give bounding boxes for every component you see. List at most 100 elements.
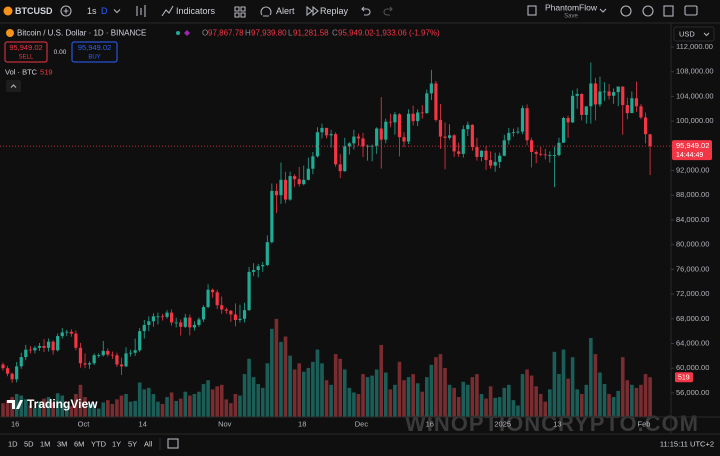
candle-body — [329, 134, 333, 136]
candle-body — [170, 312, 174, 323]
undo-button[interactable] — [361, 6, 371, 16]
candle-body — [19, 357, 23, 367]
range-button[interactable]: YTD — [91, 439, 107, 448]
candle-body — [33, 347, 37, 351]
spread: 0.00 — [54, 49, 67, 56]
sell-label: SELL — [19, 55, 34, 61]
range-button[interactable]: 1D — [8, 439, 18, 448]
interval-chevron[interactable] — [113, 9, 121, 14]
candle-body — [142, 324, 146, 332]
interval-day[interactable]: D — [101, 6, 108, 16]
collapse-button[interactable] — [6, 80, 21, 92]
volume-bar — [497, 397, 502, 417]
candle-body — [571, 95, 575, 123]
candle-body — [224, 309, 228, 311]
volume-bar — [352, 392, 356, 417]
candle-body — [270, 190, 274, 243]
goto-date-button[interactable] — [167, 438, 179, 449]
range-button[interactable]: 1Y — [112, 439, 121, 448]
volume-bar — [151, 394, 156, 417]
x-tick-label: 16 — [426, 419, 434, 428]
change-value: -1,933.06 (-1.97%) — [373, 29, 440, 38]
volume-bar — [224, 399, 229, 417]
fullscreen-button[interactable] — [663, 5, 674, 17]
candle-body — [56, 336, 60, 351]
volume-bar — [201, 384, 206, 417]
range-button[interactable]: 5Y — [128, 439, 137, 448]
templates-button[interactable] — [234, 6, 246, 18]
plot-area — [0, 62, 671, 417]
volume-bar — [124, 394, 128, 417]
symbol[interactable]: BTCUSD — [15, 6, 53, 16]
compare-button[interactable] — [60, 5, 72, 17]
x-tick-label: 13 — [553, 419, 561, 428]
volume-bar — [242, 374, 247, 417]
candle-body — [197, 319, 201, 325]
volume-bar — [425, 377, 429, 417]
volume-bar — [361, 374, 365, 417]
replay-icon — [306, 5, 319, 17]
volume-bar — [607, 394, 611, 417]
y-tick-label: 108,000.00 — [676, 67, 714, 76]
volume-bar — [434, 357, 438, 417]
indicators-button[interactable]: Indicators — [176, 6, 216, 16]
volume-bar — [488, 386, 493, 417]
snapshot-button[interactable] — [684, 5, 698, 16]
volume-bar — [397, 361, 402, 417]
settings-button[interactable] — [642, 5, 654, 17]
candle-body — [416, 112, 420, 122]
candle-body — [138, 331, 142, 351]
candle-body — [211, 289, 215, 293]
legend-title: Bitcoin / U.S. Dollar · 1D · BINANCE — [17, 29, 146, 38]
alert-button[interactable]: Alert — [276, 6, 295, 16]
volume-bar — [74, 394, 78, 417]
quick-search[interactable] — [620, 5, 632, 17]
candle-body — [593, 83, 598, 105]
range-button[interactable]: 1M — [40, 439, 50, 448]
candle-body — [575, 93, 579, 96]
candle-body — [552, 155, 556, 156]
volume-bar — [92, 404, 96, 417]
volume-bar — [169, 392, 174, 417]
candle-body — [106, 350, 110, 355]
candle-body — [475, 147, 479, 157]
sell-button[interactable] — [4, 41, 48, 63]
range-button[interactable]: All — [144, 439, 153, 448]
layout-name[interactable]: PhantomFlow — [545, 2, 598, 12]
chart-type-button[interactable] — [136, 5, 146, 17]
x-tick-label: 18 — [298, 419, 306, 428]
buy-button[interactable] — [71, 41, 118, 63]
candle-body — [498, 155, 502, 162]
candle-body — [92, 355, 96, 364]
range-button[interactable]: 5D — [24, 439, 34, 448]
volume-tag-label: 519 — [678, 375, 690, 382]
candle-body — [479, 150, 484, 157]
candle-body — [288, 176, 292, 200]
candle-body — [507, 132, 511, 141]
candle-body — [612, 92, 616, 96]
redo-button[interactable] — [383, 6, 393, 16]
symbol-icon — [3, 6, 13, 16]
interval-seconds[interactable]: 1s — [87, 6, 97, 16]
candle-body — [247, 271, 251, 311]
candle-body — [233, 314, 238, 321]
volume-bar — [406, 377, 411, 417]
candle-body — [283, 179, 288, 200]
candle-body — [443, 136, 447, 138]
currency-box[interactable] — [673, 26, 715, 42]
candle-body — [406, 113, 411, 142]
range-button[interactable]: 3M — [57, 439, 67, 448]
replay-button[interactable]: Replay — [320, 6, 349, 16]
legend-icon — [6, 29, 14, 37]
candle-body — [488, 160, 493, 166]
low-label: L — [288, 29, 293, 38]
volume-bar — [5, 400, 10, 417]
candle-body — [46, 341, 51, 348]
volume-bar — [33, 407, 37, 417]
open-label: O — [202, 29, 208, 38]
range-button[interactable]: 6M — [74, 439, 84, 448]
volume-bar — [28, 405, 33, 417]
x-tick-label: Dec — [355, 419, 369, 428]
layout-chevron[interactable] — [599, 8, 607, 13]
volume-bar — [219, 384, 224, 417]
